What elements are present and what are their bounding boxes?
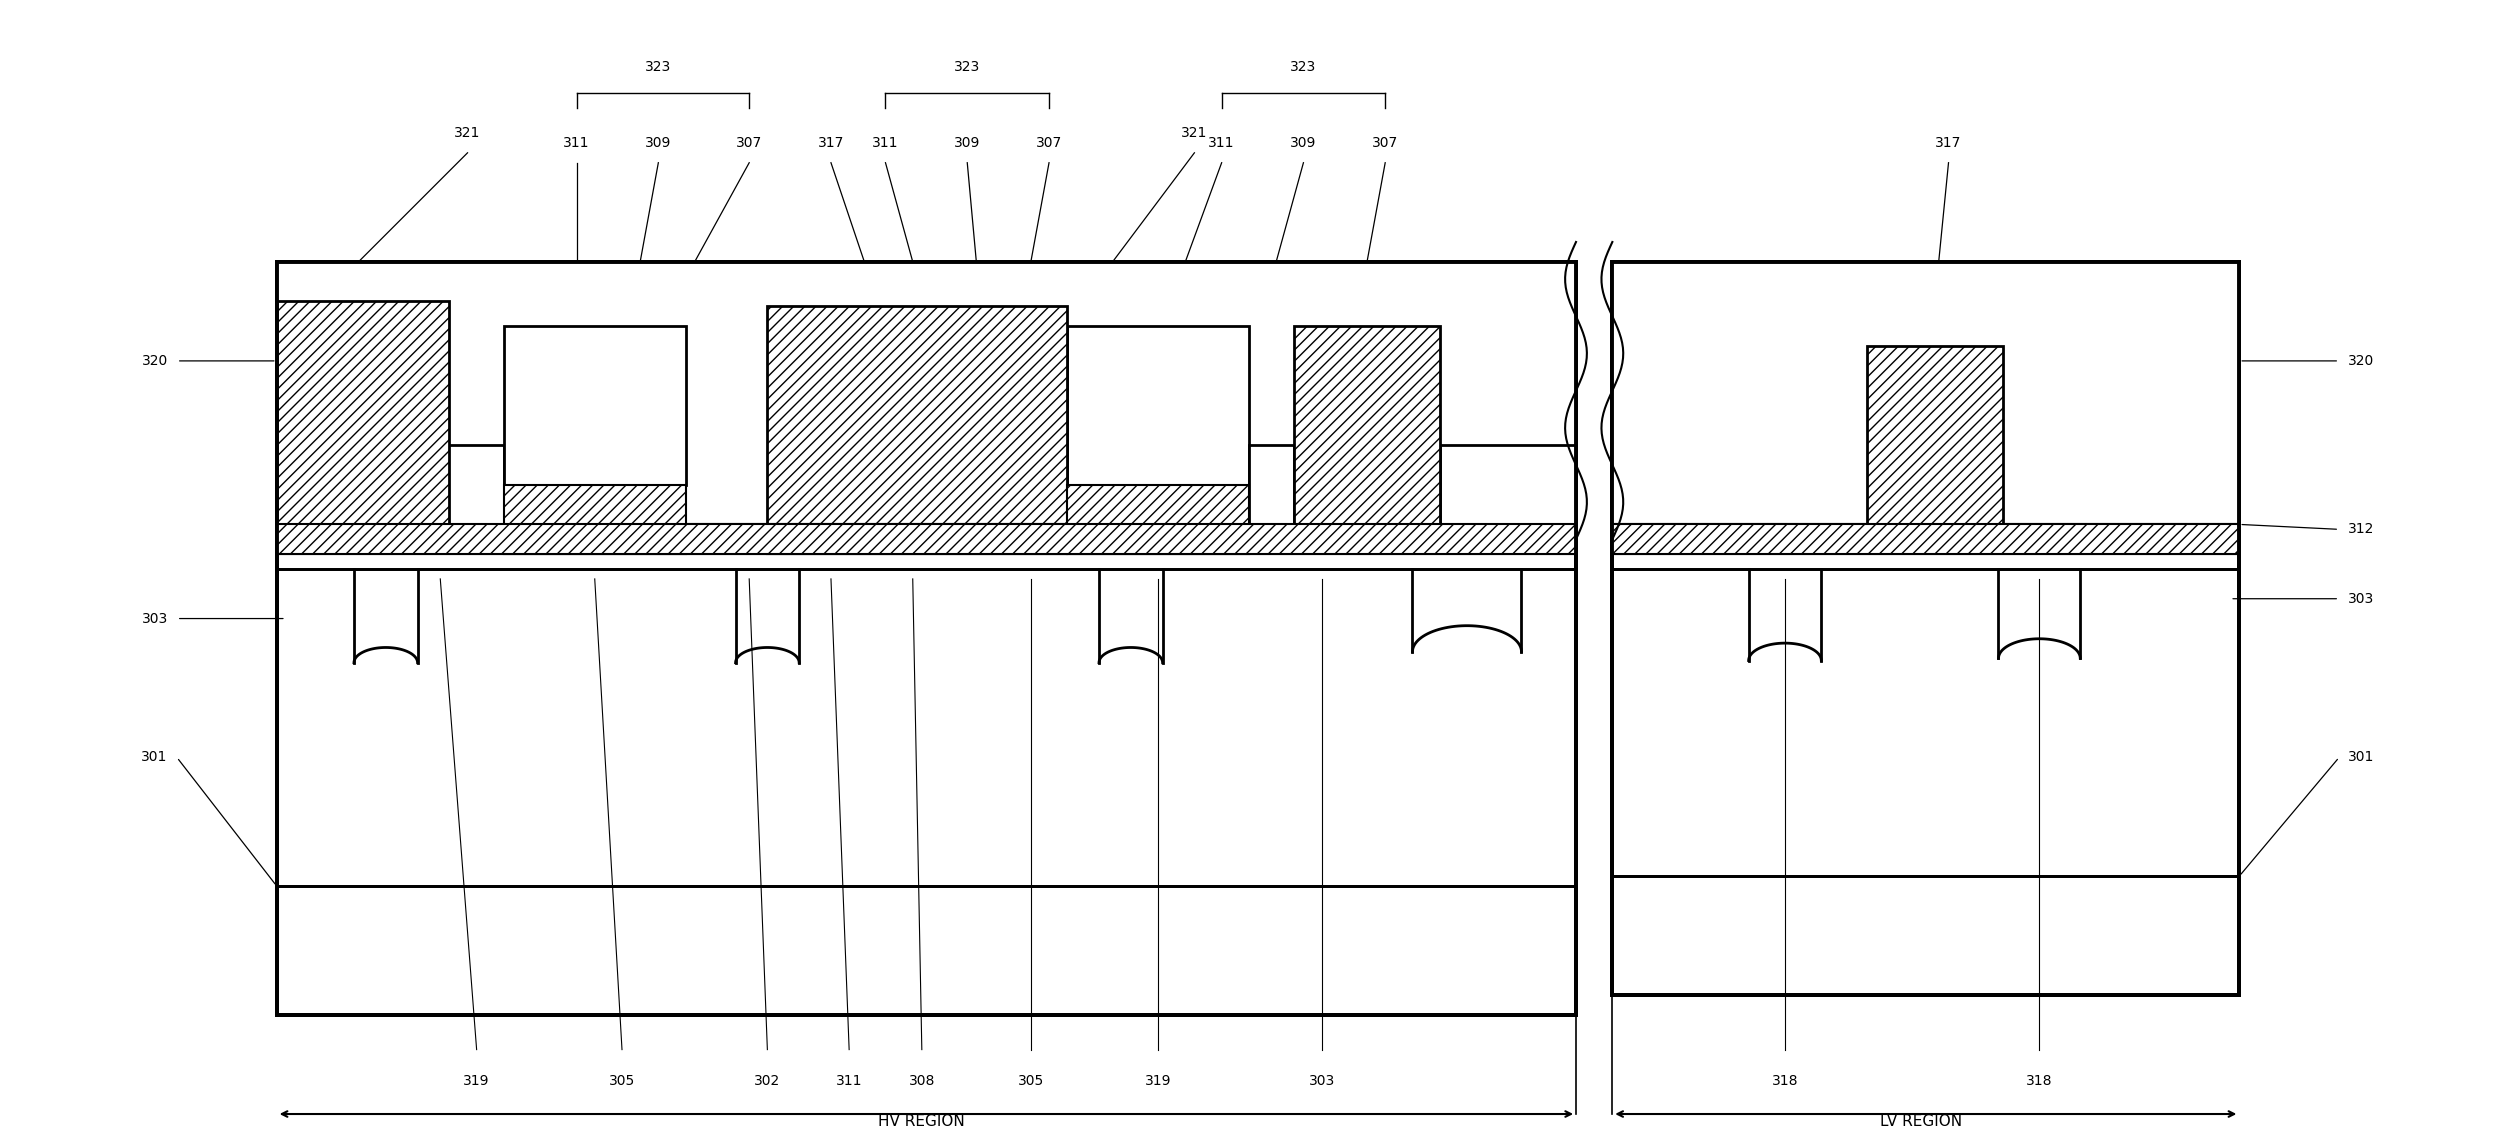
Text: 323: 323: [954, 59, 981, 74]
Bar: [1613, 262, 2239, 995]
Bar: [1067, 485, 1248, 554]
Text: LV REGION: LV REGION: [1879, 1114, 1962, 1129]
Text: 309: 309: [644, 135, 672, 150]
Text: HV REGION: HV REGION: [878, 1114, 966, 1129]
Text: 307: 307: [1037, 135, 1062, 150]
Bar: [1749, 569, 1822, 678]
Bar: [277, 262, 1575, 1015]
Bar: [767, 306, 1067, 525]
Text: 303: 303: [1308, 1074, 1333, 1088]
Text: 319: 319: [463, 1074, 491, 1088]
Bar: [1439, 445, 1575, 525]
Text: 323: 323: [1291, 59, 1316, 74]
Bar: [1613, 262, 2239, 995]
Text: 305: 305: [609, 1074, 634, 1088]
Text: 308: 308: [908, 1074, 936, 1088]
Text: 303: 303: [2347, 592, 2375, 605]
Bar: [503, 327, 684, 485]
Bar: [1867, 346, 2003, 525]
Bar: [1067, 327, 1248, 485]
Text: 321: 321: [455, 126, 481, 140]
Bar: [355, 569, 418, 678]
Text: 307: 307: [737, 135, 762, 150]
Text: 305: 305: [1019, 1074, 1044, 1088]
Text: 319: 319: [1145, 1074, 1172, 1088]
Text: 309: 309: [1291, 135, 1316, 150]
Bar: [1613, 525, 2239, 554]
Bar: [1293, 327, 1439, 525]
Text: 311: 311: [873, 135, 898, 150]
Text: 320: 320: [2347, 354, 2375, 368]
Bar: [277, 445, 503, 525]
Text: 321: 321: [1180, 126, 1208, 140]
Text: 311: 311: [1208, 135, 1235, 150]
Bar: [1613, 262, 2239, 525]
Bar: [767, 525, 1067, 554]
Text: 301: 301: [2347, 750, 2375, 765]
Bar: [1613, 525, 2239, 554]
Text: 323: 323: [644, 59, 672, 74]
Bar: [277, 525, 1575, 554]
Bar: [277, 525, 1575, 554]
Bar: [277, 262, 1575, 525]
Bar: [1248, 445, 1293, 525]
Text: 317: 317: [1935, 135, 1962, 150]
Bar: [277, 302, 450, 525]
Text: 303: 303: [141, 611, 169, 626]
Text: 302: 302: [755, 1074, 780, 1088]
Text: 318: 318: [2025, 1074, 2053, 1088]
Bar: [277, 262, 1575, 1015]
Bar: [1998, 569, 2081, 678]
Bar: [1099, 569, 1162, 678]
Text: 312: 312: [2347, 522, 2375, 536]
Bar: [735, 569, 800, 678]
Text: 311: 311: [835, 1074, 863, 1088]
Text: 309: 309: [954, 135, 981, 150]
Bar: [503, 485, 684, 554]
Bar: [1411, 569, 1522, 678]
Text: 318: 318: [1771, 1074, 1799, 1088]
Text: 301: 301: [141, 750, 169, 765]
Text: 317: 317: [818, 135, 845, 150]
Text: 307: 307: [1371, 135, 1399, 150]
Text: 311: 311: [564, 135, 589, 150]
Text: 320: 320: [141, 354, 169, 368]
